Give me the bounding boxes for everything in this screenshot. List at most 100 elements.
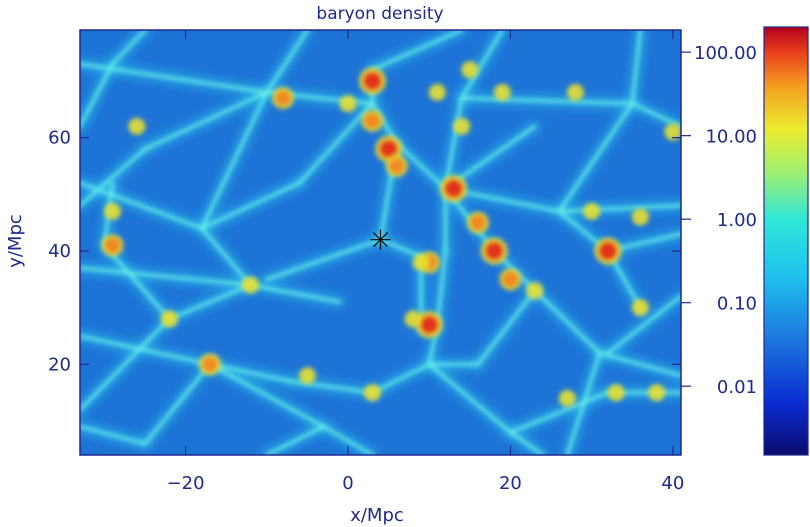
filament-53 xyxy=(265,425,326,455)
filament-33 xyxy=(200,226,253,287)
marker-stroke-3 xyxy=(373,232,388,248)
filament-27 xyxy=(370,30,464,72)
colorbar-tick-label-3: 10.00 xyxy=(705,127,757,148)
clump-core-4 xyxy=(380,140,398,158)
filament-61 xyxy=(143,90,269,151)
colorbar-tick-label-0: 0.01 xyxy=(717,377,757,398)
clump-core-6 xyxy=(445,180,463,198)
filament-56 xyxy=(143,362,212,446)
y-tick-label-40: 40 xyxy=(48,241,71,262)
clump-16 xyxy=(198,353,221,376)
filament-13 xyxy=(208,362,326,429)
density-clumps xyxy=(101,61,681,407)
clump-core-10 xyxy=(599,242,617,260)
filament-43 xyxy=(630,30,642,106)
filament-45 xyxy=(557,102,634,213)
clump-10 xyxy=(594,237,622,265)
clump-19 xyxy=(453,117,471,135)
filament-48 xyxy=(508,430,545,455)
filament-54 xyxy=(322,425,374,455)
clump-21 xyxy=(566,83,584,101)
clump-halo-1 xyxy=(339,95,357,113)
clump-15 xyxy=(103,202,121,220)
clump-29 xyxy=(242,276,260,294)
filament-34 xyxy=(200,90,269,230)
clump-mid-14 xyxy=(104,237,121,254)
clump-13 xyxy=(404,310,422,328)
filament-11 xyxy=(249,283,342,304)
x-tick-label-20: 20 xyxy=(499,473,522,494)
filament-52 xyxy=(110,30,147,66)
clump-halo-15 xyxy=(103,202,121,220)
clump-14 xyxy=(101,234,124,257)
clump-halo-19 xyxy=(453,117,471,135)
colorbar xyxy=(763,26,809,456)
clump-halo-34 xyxy=(461,61,479,79)
clump-31 xyxy=(128,117,146,135)
x-tick-label--20: −20 xyxy=(167,473,205,494)
filament-23 xyxy=(557,204,681,213)
clump-32 xyxy=(412,253,430,271)
filament-36 xyxy=(297,102,374,185)
filament-18 xyxy=(435,249,447,327)
filament-10 xyxy=(80,266,253,287)
filament-14 xyxy=(208,362,293,383)
clump-5 xyxy=(385,155,408,177)
clump-17 xyxy=(298,367,316,385)
clump-halo-13 xyxy=(404,310,422,328)
clump-mid-7 xyxy=(469,214,486,231)
clump-25 xyxy=(558,389,576,407)
clump-26 xyxy=(648,384,666,402)
filament-41 xyxy=(460,30,504,100)
clump-20 xyxy=(493,83,511,101)
x-tick-label-0: 0 xyxy=(342,473,353,494)
filament-39 xyxy=(379,238,423,259)
filament-38 xyxy=(265,238,382,281)
clump-halo-18 xyxy=(428,83,446,101)
clump-halo-25 xyxy=(558,389,576,407)
x-axis: −20 0 20 40 xyxy=(167,30,684,494)
clump-mid-0 xyxy=(275,90,292,106)
clump-24 xyxy=(607,384,625,402)
plot-frame xyxy=(79,29,682,456)
filament-46 xyxy=(606,294,681,355)
clump-33 xyxy=(526,282,544,300)
clump-28 xyxy=(160,310,178,328)
filament-16 xyxy=(370,362,431,395)
filament-3 xyxy=(395,141,447,191)
colorbar-tick-label-1: 0.10 xyxy=(717,294,757,315)
clump-35 xyxy=(664,123,681,141)
chart-title: baryon density xyxy=(316,4,443,24)
filament-37 xyxy=(200,181,301,230)
clump-mid-2 xyxy=(364,112,381,129)
clump-halo-20 xyxy=(493,83,511,101)
colorbar-ticks: 0.01 0.10 1.00 10.00 100.00 xyxy=(681,43,757,398)
clump-mid-5 xyxy=(388,158,405,174)
x-axis-label: x/Mpc xyxy=(350,505,404,526)
density-field xyxy=(80,30,681,455)
filament-49 xyxy=(508,391,610,434)
filament-32 xyxy=(167,283,253,321)
clump-9 xyxy=(499,268,522,291)
clump-halo-29 xyxy=(242,276,260,294)
clump-core-11 xyxy=(420,316,438,334)
filament-42 xyxy=(443,96,464,191)
y-axis-label: y/Mpc xyxy=(5,214,26,268)
clump-halo-30 xyxy=(631,299,649,317)
clump-8 xyxy=(480,237,508,265)
clump-0 xyxy=(272,87,295,109)
clump-halo-31 xyxy=(128,117,146,135)
filament-55 xyxy=(80,425,147,446)
x-tick-label-40: 40 xyxy=(661,473,684,494)
colorbar-tick-label-4: 100.00 xyxy=(694,43,757,64)
filament-12 xyxy=(80,334,212,366)
clump-22 xyxy=(583,202,601,220)
colorbar-tick-label-2: 1.00 xyxy=(717,210,757,231)
filament-6 xyxy=(533,289,602,355)
clump-mid-9 xyxy=(502,271,519,288)
filament-7 xyxy=(598,351,681,378)
filament-31 xyxy=(80,317,171,412)
clump-18 xyxy=(428,83,446,101)
clump-halo-21 xyxy=(566,83,584,101)
clump-2 xyxy=(361,109,384,132)
